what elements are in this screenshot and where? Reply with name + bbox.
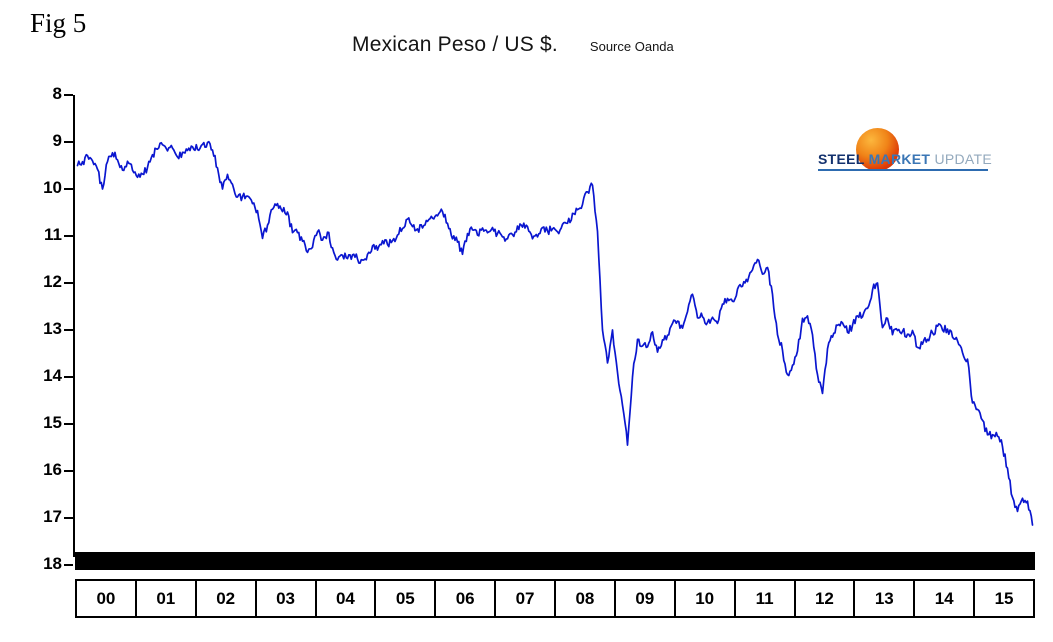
logo-word-update: UPDATE [934, 151, 993, 167]
x-axis-bar [75, 552, 1035, 570]
x-axis-year-cell: 08 [554, 581, 614, 616]
x-axis-year-cell: 02 [194, 581, 255, 616]
y-axis-tick [64, 141, 73, 143]
y-axis-tick [64, 235, 73, 237]
y-axis-tick [64, 423, 73, 425]
y-axis-label: 15 [43, 413, 62, 432]
x-axis-year-cell: 03 [254, 581, 315, 616]
x-axis-year-cell: 01 [134, 581, 195, 616]
usdmxn-line [76, 140, 1034, 526]
x-axis-row: 00 01 02 03 04 05 06 07 08 09 10 11 12 13 14 15 [75, 579, 1035, 618]
y-axis-tick [64, 470, 73, 472]
x-axis-year-cell: 09 [613, 581, 674, 616]
y-axis-label: 11 [44, 225, 62, 244]
x-axis-year-cell: 06 [434, 581, 494, 616]
x-axis-year-cell: 15 [973, 581, 1035, 616]
y-axis-label: 13 [43, 319, 62, 338]
y-axis-tick [64, 329, 73, 331]
x-axis-year-cell: 07 [494, 581, 554, 616]
y-axis-label: 9 [52, 131, 62, 150]
chart-source-label: Source Oanda [589, 39, 674, 54]
y-axis-label: 18 [43, 554, 62, 573]
x-axis-year-cell: 05 [374, 581, 434, 616]
x-axis-year-cell: 14 [913, 581, 973, 616]
y-axis-label: 16 [43, 460, 62, 479]
x-axis-year-cell: 00 [75, 581, 135, 616]
x-axis-year-cell: 04 [314, 581, 375, 616]
logo-globe-icon [856, 128, 899, 171]
logo-underline [818, 169, 988, 171]
chart-header: Mexican Peso / US $. Source Oanda [352, 33, 674, 57]
chart-title: Mexican Peso / US $. [352, 33, 558, 56]
figure-label: Fig 5 [30, 8, 87, 38]
y-axis-tick [64, 376, 73, 378]
y-axis-label: 14 [43, 366, 62, 385]
y-axis-label: 12 [43, 272, 62, 291]
logo-word-market: MARKET [868, 151, 931, 167]
y-axis-label: 17 [43, 507, 62, 526]
price-line-chart [76, 140, 1034, 526]
steel-market-update-logo: STEEL MARKET UPDATE [810, 128, 1010, 176]
y-axis-label: 8 [52, 84, 62, 103]
y-axis-tick [64, 564, 73, 566]
y-axis-tick [64, 94, 73, 96]
x-axis-year-cell: 13 [853, 581, 913, 616]
y-axis-tick [64, 517, 73, 519]
x-axis-year-cell: 10 [673, 581, 734, 616]
logo-word-steel: STEEL [818, 151, 865, 167]
logo-text: STEEL MARKET UPDATE [818, 151, 992, 167]
y-axis-line [73, 95, 75, 557]
y-axis-tick [64, 188, 73, 190]
y-axis-label: 10 [43, 178, 62, 197]
x-axis-year-cell: 11 [733, 581, 794, 616]
x-axis-year-cell: 12 [793, 581, 854, 616]
y-axis-tick [64, 282, 73, 284]
